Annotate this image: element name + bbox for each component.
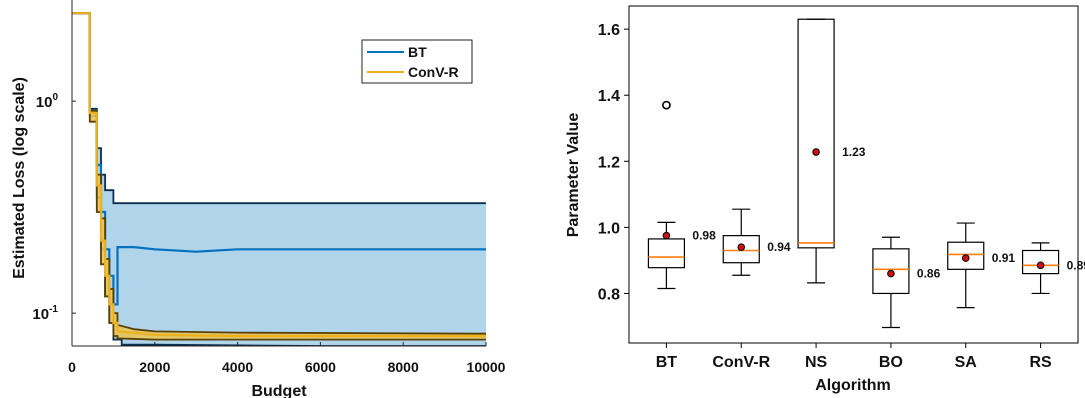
x-tick-label: 4000 bbox=[222, 359, 253, 375]
box-sa: 0.91 bbox=[947, 222, 1016, 309]
y-tick-labels: 0.8 1.0 1.2 1.4 1.6 bbox=[598, 22, 629, 303]
y-tick-label: 1.2 bbox=[598, 154, 620, 171]
outlier-point bbox=[662, 100, 671, 110]
x-tick-label: ConV-R bbox=[712, 354, 770, 371]
box-iqr bbox=[872, 248, 910, 295]
mean-label: 0.94 bbox=[767, 240, 791, 254]
box-iqr bbox=[722, 235, 760, 264]
y-axis-label: Parameter Value bbox=[565, 113, 582, 238]
y-tick-label: 1.4 bbox=[598, 88, 620, 105]
boxes: 0.98 0.94 1.23 0.86 0.91 0.89 bbox=[647, 18, 1085, 329]
y-tick-label: 0.8 bbox=[598, 286, 620, 303]
mean-point bbox=[961, 254, 970, 262]
box-iqr bbox=[947, 241, 985, 270]
x-tick-label: SA bbox=[955, 354, 978, 371]
y-tick-label: 100 bbox=[36, 92, 59, 111]
y-tick-label: 1.0 bbox=[598, 220, 620, 237]
x-axis-label: Budget bbox=[251, 383, 307, 398]
x-tick-label: 0 bbox=[68, 359, 76, 375]
mean-point bbox=[812, 148, 820, 156]
y-tick-label: 10-1 bbox=[32, 304, 58, 323]
x-tick-label: 10000 bbox=[467, 359, 506, 375]
band-bt bbox=[72, 13, 486, 346]
x-tick-label: 8000 bbox=[388, 359, 419, 375]
y-tick-label: 1.6 bbox=[598, 22, 620, 39]
box-bo: 0.86 bbox=[872, 236, 941, 329]
mean-point bbox=[662, 231, 671, 240]
legend-label-bt: BT bbox=[408, 44, 427, 60]
mean-label: 1.23 bbox=[842, 145, 866, 159]
y-tick-exponent: -1 bbox=[49, 304, 58, 315]
box-iqr bbox=[797, 18, 835, 249]
x-axis-label: Algorithm bbox=[815, 377, 891, 394]
x-tick-label: NS bbox=[805, 354, 828, 371]
box-iqr bbox=[1021, 249, 1060, 275]
box-bt: 0.98 bbox=[647, 100, 716, 290]
band-upper-bt bbox=[72, 12, 486, 205]
mean-point bbox=[887, 269, 895, 278]
legend-box bbox=[361, 39, 473, 84]
x-tick-label: BO bbox=[879, 354, 903, 371]
box-rs: 0.89 bbox=[1021, 242, 1085, 295]
y-tick-labels: 100 10-1 bbox=[32, 92, 76, 323]
mean-label: 0.86 bbox=[917, 267, 941, 281]
legend: BT ConV-R bbox=[361, 39, 473, 84]
legend-label-conv-r: ConV-R bbox=[408, 64, 459, 80]
y-tick-exponent: 0 bbox=[52, 92, 58, 103]
x-tick-label: 6000 bbox=[305, 359, 336, 375]
mean-label: 0.98 bbox=[692, 229, 716, 243]
mean-point bbox=[737, 243, 746, 251]
mean-label: 0.91 bbox=[992, 251, 1016, 265]
box-conv-r: 0.94 bbox=[722, 208, 791, 276]
median-line-conv-r bbox=[72, 12, 486, 338]
x-tick-labels: 0 2000 4000 6000 8000 10000 bbox=[68, 342, 506, 375]
plot-frame bbox=[628, 5, 1079, 344]
loss-chart: 0 2000 4000 6000 8000 10000 100 10-1 Budget Es… bbox=[11, 0, 506, 398]
band-lower-conv-r bbox=[72, 12, 486, 341]
loss-plot-area bbox=[72, 12, 486, 346]
band-upper-conv-r bbox=[72, 12, 486, 335]
x-tick-label: 2000 bbox=[139, 359, 170, 375]
box-iqr bbox=[647, 238, 686, 269]
box-ns: 1.23 bbox=[797, 18, 866, 284]
mean-label: 0.89 bbox=[1067, 258, 1085, 272]
x-tick-label: RS bbox=[1029, 354, 1052, 371]
x-tick-labels: BT ConV-R NS BO SA RS bbox=[656, 343, 1052, 371]
x-tick-label: BT bbox=[656, 354, 678, 371]
parameter-boxplot: 0.8 1.0 1.2 1.4 1.6 0.98 0.94 1.23 0.86 0.91 0.89… bbox=[565, 5, 1085, 394]
mean-point bbox=[1036, 261, 1045, 270]
y-axis-label: Estimated Loss (log scale) bbox=[11, 77, 28, 279]
